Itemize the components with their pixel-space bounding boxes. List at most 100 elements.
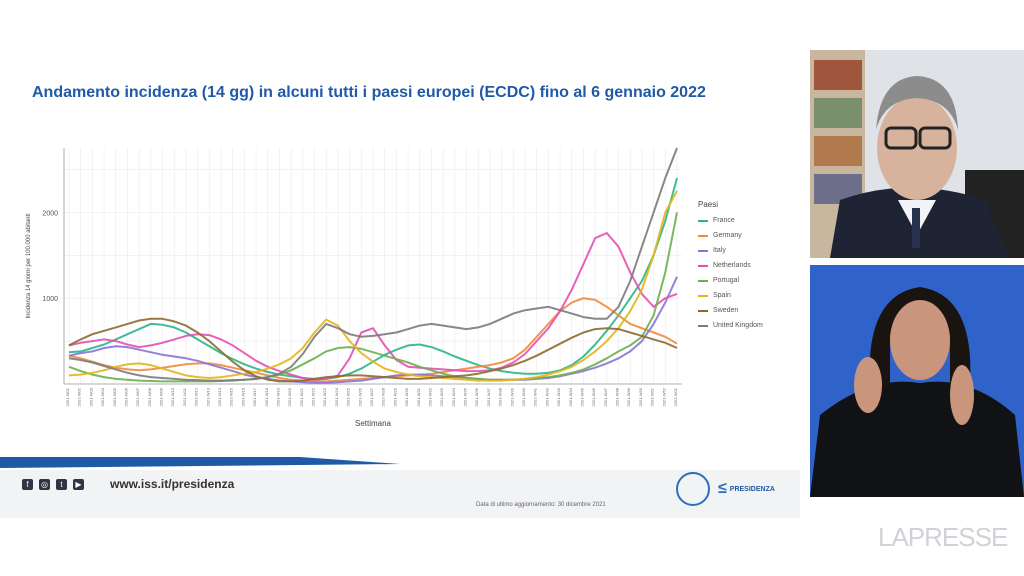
x-tick-label: 2021-W20 [287, 387, 292, 406]
x-tick-label: 2021-W18 [264, 387, 269, 406]
youtube-icon[interactable]: ▶ [73, 479, 84, 490]
iss-logo [676, 472, 710, 506]
legend-swatch [698, 219, 708, 222]
x-tick-label: 2021-W51 [650, 387, 655, 406]
x-tick-label: 2021-W31 [416, 387, 421, 406]
legend-swatch [698, 324, 708, 327]
legend-item-italy: Italy [698, 243, 763, 258]
x-tick-label: 2021-W04 [100, 387, 105, 406]
facebook-icon[interactable]: f [22, 479, 33, 490]
x-tick-label: 2021-W33 [439, 387, 444, 406]
legend-item-united-kingdom: United Kingdom [698, 318, 763, 333]
x-tick-label: 2021-W46 [591, 387, 596, 406]
series-line-netherlands [68, 232, 678, 381]
series-line-portugal [68, 212, 678, 383]
x-tick-label: 2021-W27 [369, 387, 374, 406]
site-url-link[interactable]: www.iss.it/presidenza [110, 477, 235, 491]
x-tick-label: 2021-W12 [194, 387, 199, 406]
x-tick-label: 2021-W19 [275, 387, 280, 406]
legend-swatch [698, 309, 708, 312]
x-tick-label: 2021-W22 [311, 387, 316, 406]
x-tick-label: 2021-W37 [486, 387, 491, 406]
chart-axes [63, 148, 682, 385]
legend-item-portugal: Portugal [698, 273, 763, 288]
footer-divider-band [0, 457, 800, 471]
x-tick-label: 2021-W07 [135, 387, 140, 406]
x-tick-label: 2021-W25 [346, 387, 351, 406]
x-tick-label: 2021-W47 [603, 387, 608, 406]
x-tick-label: 2021-W23 [322, 387, 327, 406]
x-tick-label: 2021-W50 [638, 387, 643, 406]
y-tick-label: 1000 [42, 296, 58, 303]
legend-label: France [713, 217, 735, 224]
x-axis-label: Settimana [355, 419, 392, 428]
x-tick-label: 2021-W05 [112, 387, 117, 406]
legend-item-germany: Germany [698, 228, 763, 243]
x-tick-label: 2021-W08 [147, 387, 152, 406]
x-tick-label: 2021-W30 [404, 387, 409, 406]
x-tick-label: 2021-W13 [205, 387, 210, 406]
x-tick-label: 2021-W03 [88, 387, 93, 406]
x-tick-label: 2021-W09 [159, 387, 164, 406]
slide: Andamento incidenza (14 gg) in alcuni tu… [0, 84, 800, 518]
x-tick-label: 2021-W42 [544, 387, 549, 406]
y-tick-label: 2000 [42, 210, 58, 217]
update-note: Data di ultimo aggiornamento: 30 dicembr… [476, 502, 606, 508]
instagram-icon[interactable]: ◎ [39, 479, 50, 490]
interpreter-video-frame [810, 287, 1024, 497]
x-tick-label: 2021-W36 [474, 387, 479, 406]
x-tick-label: 2021-W52 [661, 387, 666, 406]
x-tick-label: 2021-W28 [381, 387, 386, 406]
legend-title: Paesi [698, 200, 719, 209]
presidenza-logo-text: PRESIDENZA [729, 485, 775, 493]
speaker-video-frame [810, 50, 1024, 258]
slide-footer: f ◎ t ▶ www.iss.it/presidenza Data di ul… [0, 470, 800, 518]
incidence-line-chart: 1000 2000 2021-W01 2021-W02 2021-W03 2021-W04… [26, 147, 682, 428]
x-tick-label: 2022-W01 [673, 387, 678, 406]
legend-label: Sweden [713, 307, 739, 314]
series-line-spain [68, 190, 678, 382]
legend-swatch [698, 279, 708, 282]
presidenza-logo: ≤ PRESIDENZA [718, 480, 775, 498]
legend-item-france: France [698, 213, 763, 228]
legend-label: Spain [713, 292, 731, 299]
legend-swatch [698, 249, 708, 252]
x-tick-label: 2021-W45 [579, 387, 584, 406]
x-tick-label: 2021-W38 [498, 387, 503, 406]
speaker-video [810, 50, 1024, 258]
twitter-icon[interactable]: t [56, 479, 67, 490]
x-tick-label: 2021-W35 [463, 387, 468, 406]
x-tick-label: 2021-W40 [521, 387, 526, 406]
social-links: f ◎ t ▶ [22, 479, 84, 490]
series-line-united-kingdom [68, 147, 678, 382]
x-tick-label: 2021-W24 [334, 387, 339, 406]
legend-label: United Kingdom [713, 322, 763, 329]
legend-label: Netherlands [713, 262, 751, 269]
x-tick-label: 2021-W39 [509, 387, 514, 406]
legend-item-sweden: Sweden [698, 303, 763, 318]
x-tick-label: 2021-W17 [252, 387, 257, 406]
series-line-italy [68, 276, 678, 384]
x-tick-label: 2021-W49 [626, 387, 631, 406]
x-tick-label: 2021-W32 [427, 387, 432, 406]
x-tick-label: 2021-W41 [533, 387, 538, 406]
legend-swatch [698, 264, 708, 267]
x-tick-label: 2021-W14 [217, 387, 222, 406]
x-tick-label: 2021-W48 [615, 387, 620, 406]
legend-label: Portugal [713, 277, 740, 284]
legend-item-netherlands: Netherlands [698, 258, 763, 273]
x-tick-label: 2021-W10 [170, 387, 175, 406]
x-tick-label: 2021-W44 [568, 387, 573, 406]
lapresse-watermark: LAPRESSE [878, 522, 1008, 552]
x-tick-label: 2021-W43 [556, 387, 561, 406]
chart-legend: Paesi France Germany Italy Netherlands Portu… [698, 200, 763, 333]
x-tick-label: 2021-W15 [229, 387, 234, 406]
x-tick-label: 2021-W02 [77, 387, 82, 406]
x-tick-label: 2021-W01 [65, 387, 70, 406]
y-axis-label: Incidenza 14 giorni per 100.000 abitanti [26, 213, 32, 318]
legend-swatch [698, 294, 708, 297]
page-title: Andamento incidenza (14 gg) in alcuni tu… [32, 84, 706, 101]
legend-swatch [698, 234, 708, 237]
legend-label: Germany [713, 232, 742, 239]
x-tick-label: 2021-W29 [392, 387, 397, 406]
